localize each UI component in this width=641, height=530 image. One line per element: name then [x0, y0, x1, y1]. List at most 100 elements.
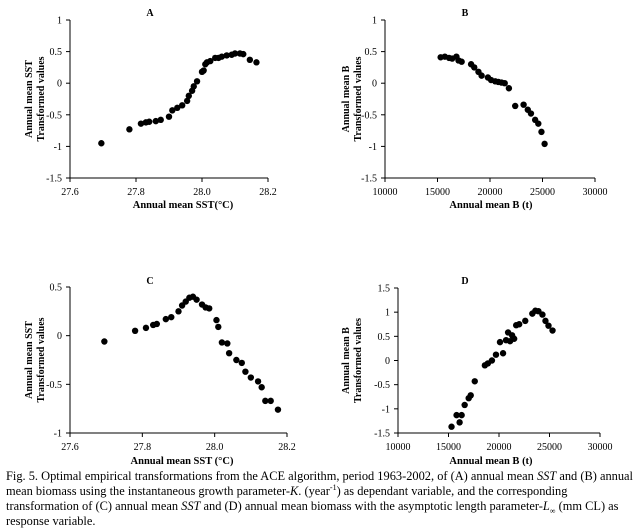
x-tick-label: 27.6 [61, 442, 79, 453]
y-tick-label: -1 [54, 142, 62, 153]
y-axis-label-line2: Transformed values [36, 56, 47, 141]
y-tick-label: -0.5 [374, 380, 390, 391]
data-point [496, 338, 504, 346]
x-tick-label: 30000 [583, 187, 608, 198]
data-point [213, 316, 220, 324]
data-point [224, 340, 231, 347]
y-tick-label: 1 [372, 16, 377, 27]
x-tick-label: 28.2 [278, 442, 296, 453]
y-axis-label-line1: Annual mean SST [24, 321, 35, 399]
data-point [169, 107, 176, 114]
y-tick-label: 0.5 [378, 332, 391, 343]
data-point [501, 80, 508, 87]
y-tick-label: 0.5 [50, 47, 63, 58]
x-tick-label: 15000 [436, 442, 461, 453]
y-tick-label: -1 [382, 404, 390, 415]
x-tick-label: 25000 [537, 442, 562, 453]
figure-caption: Fig. 5. Optimal empirical transformation… [6, 469, 633, 528]
x-tick-label: 27.8 [127, 187, 145, 198]
data-point [549, 327, 556, 334]
x-tick-label: 28.0 [206, 442, 224, 453]
data-point [165, 113, 173, 120]
data-point [471, 378, 478, 385]
data-point [541, 140, 548, 148]
data-point [207, 57, 214, 65]
data-point [527, 110, 535, 117]
data-point [510, 335, 518, 342]
y-tick-label: -1.5 [374, 429, 390, 440]
x-tick-label: 28.0 [193, 187, 211, 198]
data-point [179, 102, 186, 109]
x-tick-label: 15000 [425, 187, 450, 198]
y-tick-label: 0 [372, 79, 377, 90]
y-tick-label: -1.5 [361, 174, 377, 185]
data-point [233, 356, 240, 364]
data-point [488, 357, 496, 364]
data-point [545, 322, 552, 329]
data-point [231, 50, 239, 57]
y-axis-label-line2: Transformed values [353, 318, 364, 403]
x-tick-label: 20000 [478, 187, 503, 198]
data-point [505, 85, 513, 92]
data-point [512, 102, 519, 110]
data-point [152, 117, 159, 125]
data-point [492, 351, 500, 358]
data-point [193, 78, 201, 85]
data-point [98, 140, 105, 147]
data-point [274, 406, 282, 413]
y-tick-label: 0 [57, 331, 62, 342]
data-point [461, 401, 468, 409]
x-tick-label: 28.2 [259, 187, 277, 198]
x-tick-label: 20000 [487, 442, 512, 453]
data-point [175, 308, 182, 315]
y-tick-label: -0.5 [46, 380, 62, 391]
y-tick-label: -1 [369, 142, 377, 153]
y-tick-label: -0.5 [46, 110, 62, 121]
data-point [478, 72, 485, 79]
y-axis-label-line2: Transformed values [353, 56, 364, 141]
data-point [218, 339, 226, 346]
data-point [499, 350, 507, 357]
panel-title: D [461, 276, 468, 287]
data-point [146, 118, 153, 125]
x-axis-label: Annual mean B (t) [449, 456, 533, 467]
x-tick-label: 10000 [386, 442, 411, 453]
data-point [246, 56, 254, 64]
data-point [190, 83, 197, 90]
x-tick-label: 27.6 [61, 187, 79, 198]
data-point [240, 50, 247, 58]
y-tick-label: 0 [57, 79, 62, 90]
y-axis-label-line1: Annual mean SST [24, 60, 35, 138]
data-point [223, 52, 230, 59]
data-point [267, 397, 274, 405]
data-point [218, 53, 225, 60]
x-tick-label: 27.8 [134, 442, 152, 453]
x-tick-label: 30000 [588, 442, 613, 453]
data-point [200, 67, 207, 74]
y-tick-label: 1.5 [378, 284, 391, 295]
data-point [254, 378, 262, 385]
data-point [225, 349, 233, 357]
y-tick-label: 0.5 [50, 283, 63, 294]
y-tick-label: -0.5 [361, 110, 377, 121]
y-tick-label: 1 [385, 308, 390, 319]
data-point [458, 411, 465, 419]
data-point [535, 120, 542, 127]
x-axis-label: Annual mean SST (°C) [131, 456, 234, 467]
data-point [131, 327, 139, 334]
data-point [253, 59, 260, 66]
data-point [206, 305, 213, 312]
data-point [137, 120, 145, 127]
data-point [516, 321, 523, 328]
y-tick-label: 0.5 [365, 47, 378, 58]
data-point [258, 384, 265, 391]
data-point [142, 324, 150, 332]
y-axis-label-line1: Annual mean B [341, 327, 352, 394]
data-point [157, 116, 164, 124]
data-point [538, 128, 545, 136]
figure-panels: -1.5 -1 -0.5 0 0.5 1 27.6 27.8 28.0 28.2 A Annual m… [24, 8, 613, 467]
data-point [168, 313, 175, 321]
data-point [448, 423, 455, 430]
data-point [458, 58, 465, 65]
data-point [453, 411, 460, 419]
